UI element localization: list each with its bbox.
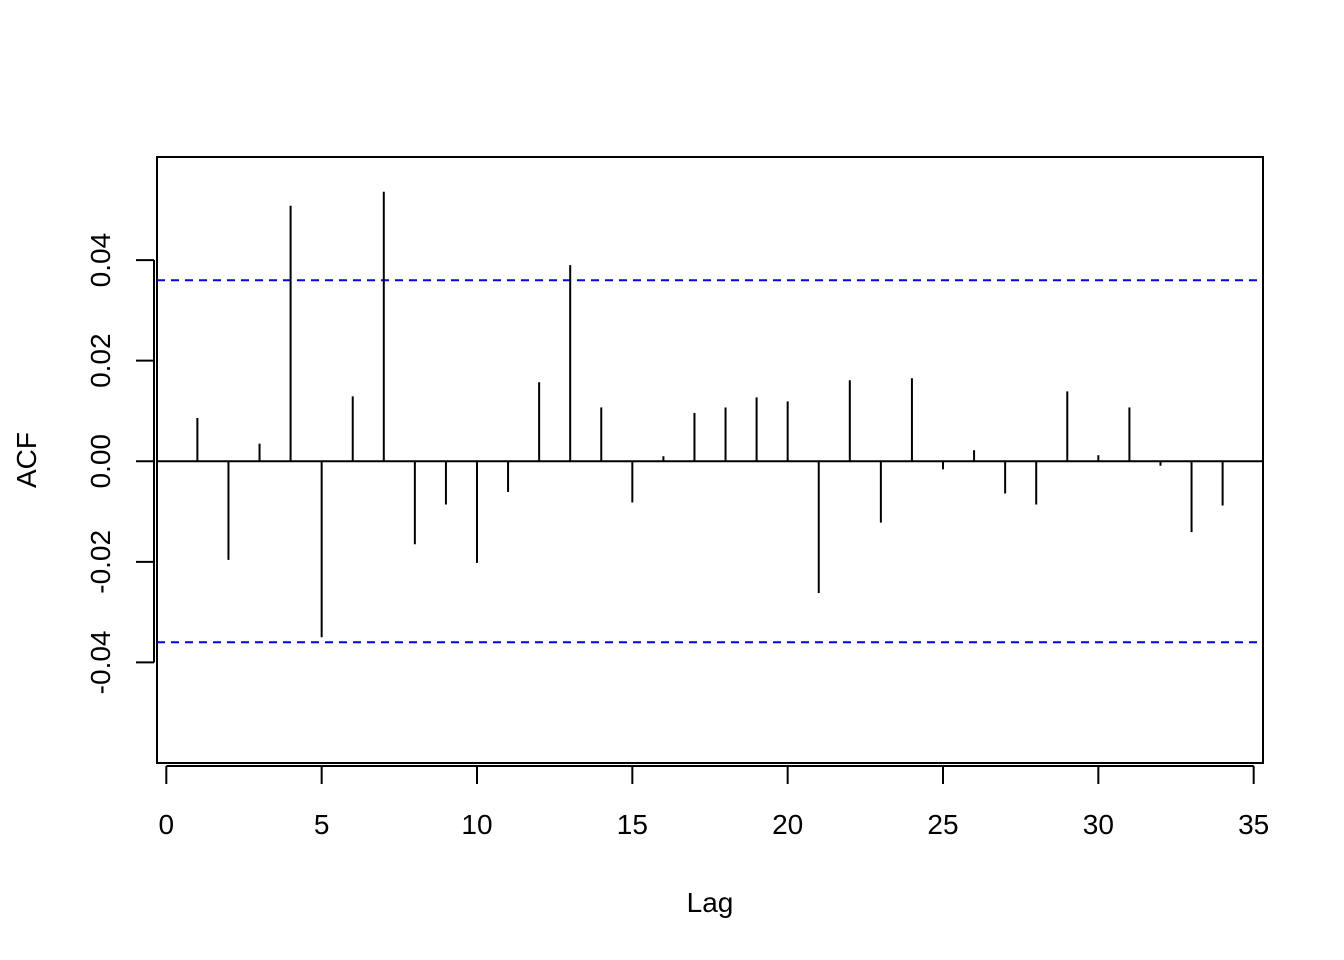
plot-frame [156,156,1264,764]
acf-bars [196,191,1224,638]
x-tick-label: 10 [461,809,492,840]
confidence-bounds [157,279,1263,644]
x-tick-label: 5 [314,809,330,840]
y-tick-label: -0.04 [85,631,116,695]
y-tick-label: -0.02 [85,530,116,594]
x-tick-label: 30 [1083,809,1114,840]
y-axis-label: ACF [11,432,42,488]
y-tick-label: 0.02 [85,333,116,388]
y-axis: -0.04 -0.02 0.00 0.02 0.04 [85,233,155,695]
x-tick-label: 35 [1238,809,1269,840]
y-tick-label: 0.04 [85,233,116,288]
x-tick-label: 15 [617,809,648,840]
x-tick-label: 0 [159,809,175,840]
x-tick-label: 25 [927,809,958,840]
y-tick-label: 0.00 [85,434,116,489]
x-axis: 0 5 10 15 20 25 30 35 [159,765,1269,840]
x-tick-label: 20 [772,809,803,840]
x-axis-label: Lag [687,887,734,918]
